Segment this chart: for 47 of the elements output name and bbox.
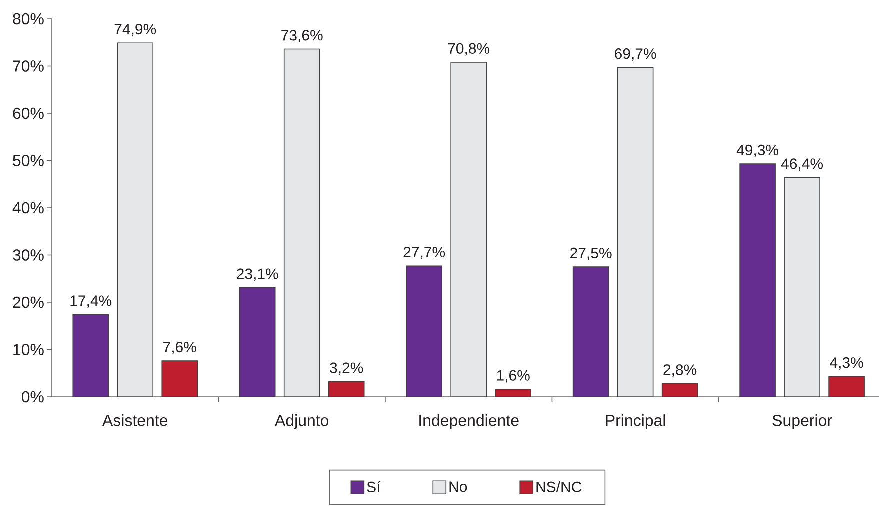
x-tick-label: Adjunto (275, 414, 329, 430)
bar (617, 67, 654, 398)
legend-label: NS/NC (536, 481, 582, 492)
data-label: 46,4% (781, 158, 824, 172)
bar (828, 376, 865, 398)
legend-label: Sí (367, 481, 381, 493)
y-tick-label: 60% (13, 108, 44, 120)
bar (72, 314, 110, 398)
x-tick-label: Superior (772, 414, 832, 430)
x-tick-label: Asistente (102, 414, 168, 426)
x-tick-label: Independiente (420, 414, 519, 430)
bar (740, 164, 776, 398)
bar (328, 381, 365, 398)
data-label: 27,7% (404, 246, 446, 260)
y-tick-label: 80% (13, 13, 44, 25)
legend-label: No (450, 482, 468, 492)
bar (572, 266, 610, 398)
bar (117, 42, 154, 398)
data-label: 17,4% (70, 296, 112, 308)
bar (284, 48, 320, 398)
data-label: 69,7% (615, 48, 656, 61)
y-tick-label: 40% (12, 202, 44, 214)
data-label: 74,9% (114, 24, 156, 36)
data-label: 7,6% (164, 342, 196, 354)
y-tick-label: 0% (22, 391, 44, 403)
data-label: 2,8% (664, 364, 697, 378)
y-tick-label: 50% (13, 155, 44, 166)
y-tick-label: 10% (14, 344, 44, 356)
bar (406, 266, 442, 398)
bar (662, 383, 698, 398)
y-tick-label: 30% (13, 250, 44, 261)
data-label: 73,6% (282, 30, 323, 43)
data-label: 3,2% (330, 362, 364, 376)
y-tick-label: 70% (13, 60, 44, 72)
bar (162, 360, 198, 398)
data-label: 4,3% (830, 358, 864, 370)
data-label: 27,5% (570, 248, 612, 260)
data-label: 23,1% (237, 268, 278, 282)
bar (784, 177, 820, 398)
bar (450, 62, 487, 398)
data-label: 1,6% (497, 370, 530, 383)
y-tick-label: 20% (13, 296, 44, 308)
data-label: 70,8% (448, 43, 490, 56)
bar (495, 389, 532, 398)
x-tick-label: Principal (606, 414, 666, 430)
bar (239, 287, 276, 398)
data-label: 49,3% (736, 144, 779, 158)
